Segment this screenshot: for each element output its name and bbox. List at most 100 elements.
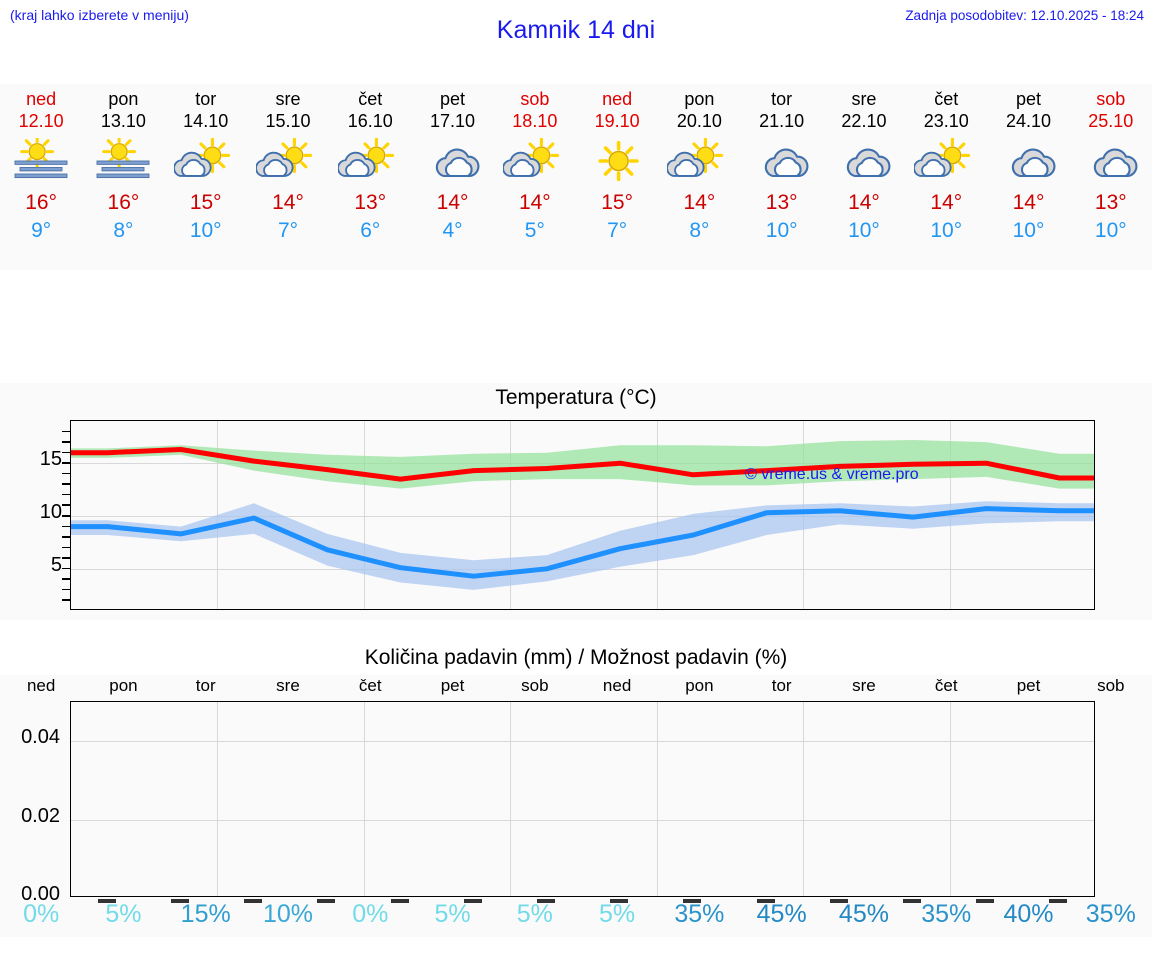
day-date-label: 23.10 xyxy=(923,111,969,131)
day-column[interactable]: sob 25.10 13° 10° xyxy=(1070,84,1152,270)
gridline-vertical xyxy=(656,702,658,896)
temperature-range-band xyxy=(71,501,1094,590)
precipitation-day-labels: ned pon tor sre čet pet sob ned pon tor sre čet pet s… xyxy=(0,676,1152,700)
temperature-chart-title: Temperatura (°C) xyxy=(495,386,657,409)
y-axis-tick-label: 15 xyxy=(39,448,62,471)
y-axis-minor-tick xyxy=(62,472,70,475)
precipitation-day-label: ned xyxy=(602,676,632,695)
y-axis-minor-tick xyxy=(62,557,70,559)
day-of-week-label: ned xyxy=(26,89,57,109)
min-temperature-label: 6° xyxy=(360,219,381,242)
y-axis-minor-tick xyxy=(62,462,70,464)
sun-cloud-icon xyxy=(914,138,978,182)
precipitation-probability-label: 0% xyxy=(23,900,60,928)
precipitation-chart-title: Količina padavin (mm) / Možnost padavin … xyxy=(364,646,788,669)
cloud-icon xyxy=(1079,138,1143,182)
precipitation-bar xyxy=(903,899,921,903)
precipitation-day-label: čet xyxy=(934,676,958,695)
day-column[interactable]: pet 24.10 14° 10° xyxy=(987,84,1069,270)
sun-cloud-icon xyxy=(255,138,320,182)
day-of-week-label: pon xyxy=(108,89,139,109)
y-axis-minor-tick xyxy=(62,546,70,549)
day-column[interactable]: ned 19.10 15° 7° xyxy=(576,84,658,270)
min-temperature-label: 10° xyxy=(848,219,880,242)
day-column[interactable]: sob 18.10 14° 5° xyxy=(494,84,576,270)
max-temperature-label: 13° xyxy=(765,191,798,214)
sun-fog-icon xyxy=(91,138,155,182)
day-date-label: 12.10 xyxy=(18,111,64,131)
day-column[interactable]: sre 22.10 14° 10° xyxy=(823,84,905,270)
min-temperature-label: 10° xyxy=(1012,219,1045,242)
sun-cloud-icon xyxy=(502,138,567,182)
max-temperature-label: 14° xyxy=(683,191,716,214)
menu-hint-text: (kraj lahko izberete v meniju) xyxy=(10,7,189,23)
day-column[interactable]: ned 12.10 16° 9° xyxy=(0,84,82,270)
min-temperature-label: 8° xyxy=(689,219,710,242)
temperature-plot-area xyxy=(70,420,1095,610)
max-temperature-label: 15° xyxy=(189,191,222,214)
min-temperature-label: 10° xyxy=(930,219,963,242)
min-temperature-label: 5° xyxy=(524,219,545,242)
precipitation-bar xyxy=(317,899,336,903)
precipitation-day-label: sob xyxy=(1097,676,1125,695)
sun-icon xyxy=(585,138,649,182)
precipitation-day-label: pon xyxy=(685,676,714,695)
day-column[interactable]: tor 21.10 13° 10° xyxy=(741,84,823,270)
cloud-icon xyxy=(421,138,485,182)
min-temperature-label: 8° xyxy=(113,219,134,242)
last-updated-text: Zadnja posodobitev: 12.10.2025 - 18:24 xyxy=(905,8,1144,23)
y-axis-minor-tick xyxy=(62,441,70,443)
day-of-week-label: sre xyxy=(275,89,301,109)
day-column[interactable]: pon 20.10 14° 8° xyxy=(658,84,740,270)
sun-cloud-icon xyxy=(338,138,402,182)
day-column[interactable]: čet 16.10 13° 6° xyxy=(329,84,411,270)
max-temperature-label: 14° xyxy=(436,191,469,214)
gridline-vertical xyxy=(510,702,512,896)
y-axis-minor-tick xyxy=(62,483,70,485)
precipitation-day-label: sob xyxy=(521,676,549,695)
precipitation-day-label: tor xyxy=(195,676,216,695)
day-date-label: 16.10 xyxy=(347,111,393,131)
temperature-line xyxy=(71,447,1094,482)
y-axis-minor-tick xyxy=(62,588,70,591)
day-column[interactable]: sre 15.10 14° 7° xyxy=(247,84,329,270)
precipitation-probability-label: 10% xyxy=(262,900,313,928)
cloud-icon xyxy=(832,138,896,182)
precipitation-probability-label: 35% xyxy=(674,900,725,928)
temperature-chart xyxy=(62,420,1095,610)
day-of-week-label: pet xyxy=(1016,89,1042,109)
max-temperature-label: 16° xyxy=(25,191,58,214)
max-temperature-label: 15° xyxy=(601,191,633,214)
min-temperature-label: 10° xyxy=(189,219,222,242)
precipitation-chart xyxy=(70,701,1095,903)
precipitation-probability-label: 5% xyxy=(516,900,553,928)
precipitation-day-label: tor xyxy=(771,676,792,695)
day-column[interactable]: pon 13.10 16° 8° xyxy=(82,84,164,270)
precipitation-probability-label: 35% xyxy=(1085,900,1136,928)
max-temperature-label: 13° xyxy=(1094,191,1127,214)
precipitation-bar xyxy=(683,899,702,903)
y-axis-tick-label: 0.00 xyxy=(21,883,60,905)
precipitation-bar xyxy=(610,899,629,903)
precipitation-day-label: pon xyxy=(109,676,138,695)
precipitation-probability-label: 5% xyxy=(434,900,471,928)
day-of-week-label: čet xyxy=(358,89,383,109)
day-column[interactable]: pet 17.10 14° 4° xyxy=(411,84,493,270)
max-temperature-label: 14° xyxy=(930,191,963,214)
y-axis-minor-tick xyxy=(62,578,70,580)
daily-forecast-strip: ned 12.10 16° 9° pon 13.10 16° 8° tor 14.10 15° 10… xyxy=(0,84,1152,270)
y-axis-minor-tick xyxy=(62,515,70,517)
gridline-vertical xyxy=(803,702,805,896)
day-of-week-label: tor xyxy=(195,89,217,109)
day-column[interactable]: čet 23.10 14° 10° xyxy=(905,84,987,270)
precipitation-probability-row: 0% 5% 15% 10% 0% 5% 5% 5% 35% 45% 45% 35% 40% 35% xyxy=(0,900,1152,940)
y-axis-minor-tick xyxy=(62,525,70,528)
min-temperature-label: 7° xyxy=(277,219,299,242)
min-temperature-label: 10° xyxy=(765,219,798,242)
day-date-label: 17.10 xyxy=(430,111,476,131)
precipitation-probability-label: 35% xyxy=(921,900,972,928)
precipitation-bar xyxy=(244,899,262,903)
day-of-week-label: sob xyxy=(520,89,550,109)
gridline-vertical xyxy=(363,702,365,896)
day-column[interactable]: tor 14.10 15° 10° xyxy=(165,84,247,270)
